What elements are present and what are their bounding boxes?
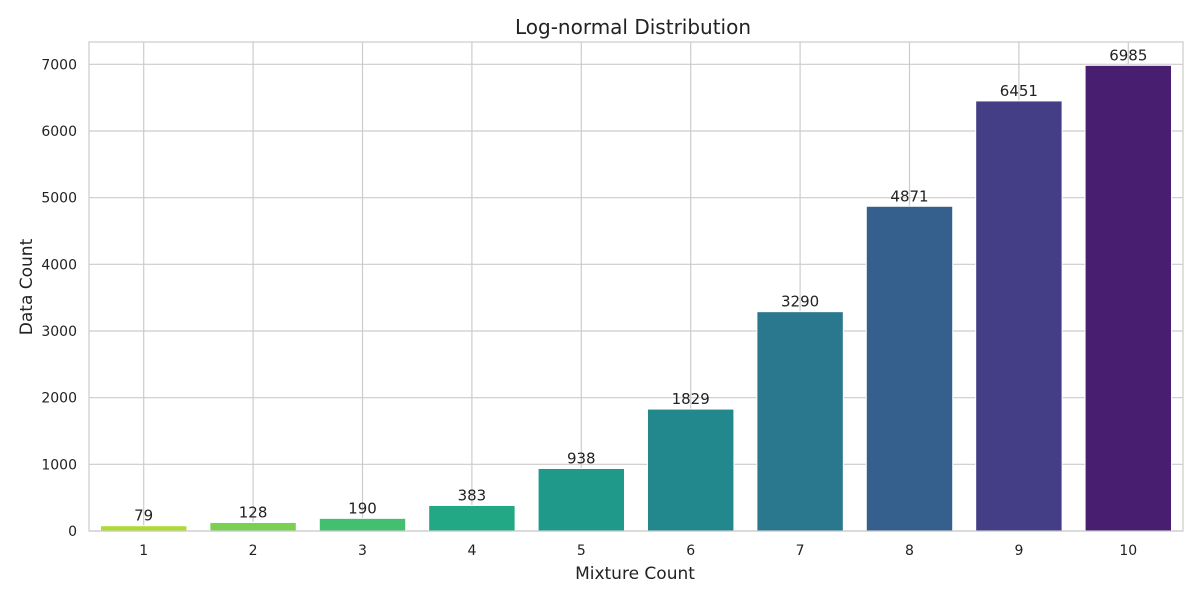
- plot-frame: [88, 41, 1184, 532]
- bar-4: [428, 504, 516, 532]
- x-tick-label: 3: [358, 543, 367, 559]
- x-tick-label: 10: [1119, 543, 1137, 559]
- x-tick-label: 7: [796, 543, 805, 559]
- y-tick-label: 1000: [41, 457, 77, 473]
- y-tick-label: 4000: [41, 257, 77, 273]
- bar-3: [318, 517, 407, 532]
- x-tick-label: 8: [905, 543, 914, 559]
- data-label-7: 3290: [781, 293, 819, 311]
- bar-6: [646, 408, 735, 532]
- y-tick-labels: 0 1000 2000 3000 4000 5000 6000 7000: [41, 57, 77, 540]
- data-label-8: 4871: [890, 187, 928, 205]
- grid-lines: [89, 42, 1183, 532]
- x-tick-label: 6: [686, 543, 695, 559]
- data-label-3: 190: [348, 499, 377, 517]
- bars: [99, 64, 1173, 532]
- bar-1: [99, 525, 188, 532]
- x-tick-label: 2: [249, 543, 258, 559]
- y-tick-label: 0: [68, 524, 77, 540]
- bar-10: [1084, 64, 1173, 532]
- data-label-4: 383: [458, 486, 487, 504]
- x-tick-labels: 1 2 3 4 5 6 7 8 9 10: [139, 543, 1137, 559]
- x-tick-label: 9: [1014, 543, 1023, 559]
- data-label-9: 6451: [1000, 82, 1038, 100]
- x-tick-label: 4: [467, 543, 476, 559]
- x-tick-label: 5: [577, 543, 586, 559]
- data-labels: 79 128 190 383 938 1829 3290 4871 6451 6985: [134, 46, 1147, 524]
- y-tick-label: 7000: [41, 57, 77, 73]
- bar-7: [756, 311, 844, 532]
- y-axis-label: Data Count: [17, 238, 37, 335]
- x-tick-label: 1: [139, 543, 148, 559]
- bar-5: [537, 467, 626, 532]
- bar-8: [865, 205, 954, 532]
- data-label-6: 1829: [672, 390, 710, 408]
- x-axis-label: Mixture Count: [575, 564, 695, 584]
- bar-9: [975, 100, 1063, 532]
- y-tick-label: 2000: [41, 391, 77, 407]
- y-tick-label: 6000: [41, 124, 77, 140]
- data-label-5: 938: [567, 449, 596, 467]
- bar-2: [209, 521, 297, 532]
- chart-title: Log-normal Distribution: [515, 15, 751, 39]
- data-label-10: 6985: [1109, 46, 1147, 64]
- data-label-1: 79: [134, 507, 153, 525]
- y-tick-label: 3000: [41, 324, 77, 340]
- data-label-2: 128: [239, 503, 268, 521]
- y-tick-label: 5000: [41, 191, 77, 207]
